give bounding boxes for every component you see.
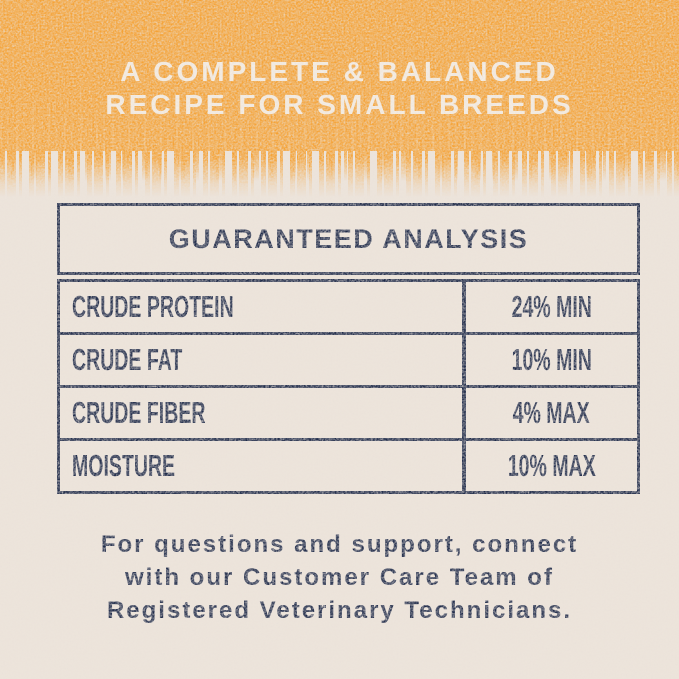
nutrient-value: 4% MAX — [512, 395, 591, 430]
nutrient-value-cell: 10% MIN — [466, 335, 637, 385]
table-row-crude-fiber: CRUDE FIBER 4% MAX — [60, 385, 637, 438]
nutrient-value: 10% MIN — [511, 342, 592, 377]
nutrient-name: CRUDE FAT — [72, 342, 183, 377]
title-line-1: A COMPLETE & BALANCED — [120, 56, 559, 87]
guaranteed-analysis-table: CRUDE PROTEIN 24% MIN CRUDE FAT 10% MIN … — [57, 279, 640, 494]
nutrient-value-cell: 4% MAX — [466, 388, 637, 438]
nutrient-name: CRUDE FIBER — [72, 395, 206, 430]
page-title: A COMPLETE & BALANCED RECIPE FOR SMALL B… — [0, 55, 679, 121]
nutrient-value: 24% MIN — [511, 289, 592, 324]
guaranteed-analysis-heading: GUARANTEED ANALYSIS — [57, 203, 640, 275]
nutrient-value: 10% MAX — [507, 448, 596, 483]
nutrient-name: CRUDE PROTEIN — [72, 289, 234, 324]
guaranteed-analysis-title: GUARANTEED ANALYSIS — [168, 223, 529, 254]
nutrient-name-cell: CRUDE FAT — [60, 335, 466, 385]
nutrient-value-cell: 10% MAX — [466, 441, 637, 491]
support-note-line-2: with our Customer Care Team of — [125, 564, 554, 591]
nutrient-name-cell: MOISTURE — [60, 441, 466, 491]
support-note-line-1: For questions and support, connect — [100, 531, 579, 558]
support-note: For questions and support, connect with … — [0, 528, 679, 627]
nutrient-name-cell: CRUDE FIBER — [60, 388, 466, 438]
header-band: A COMPLETE & BALANCED RECIPE FOR SMALL B… — [0, 0, 679, 200]
brush-edge-texture-2 — [0, 149, 679, 181]
table-row-crude-fat: CRUDE FAT 10% MIN — [60, 332, 637, 385]
table-row-crude-protein: CRUDE PROTEIN 24% MIN — [60, 282, 637, 332]
guaranteed-analysis-section: GUARANTEED ANALYSIS CRUDE PROTEIN 24% MI… — [57, 203, 640, 494]
title-line-2: RECIPE FOR SMALL BREEDS — [105, 89, 574, 120]
table-row-moisture: MOISTURE 10% MAX — [60, 438, 637, 491]
nutrient-value-cell: 24% MIN — [466, 282, 637, 332]
nutrient-name-cell: CRUDE PROTEIN — [60, 282, 466, 332]
nutrient-name: MOISTURE — [72, 448, 176, 483]
support-note-line-3: Registered Veterinary Technicians. — [106, 597, 573, 624]
